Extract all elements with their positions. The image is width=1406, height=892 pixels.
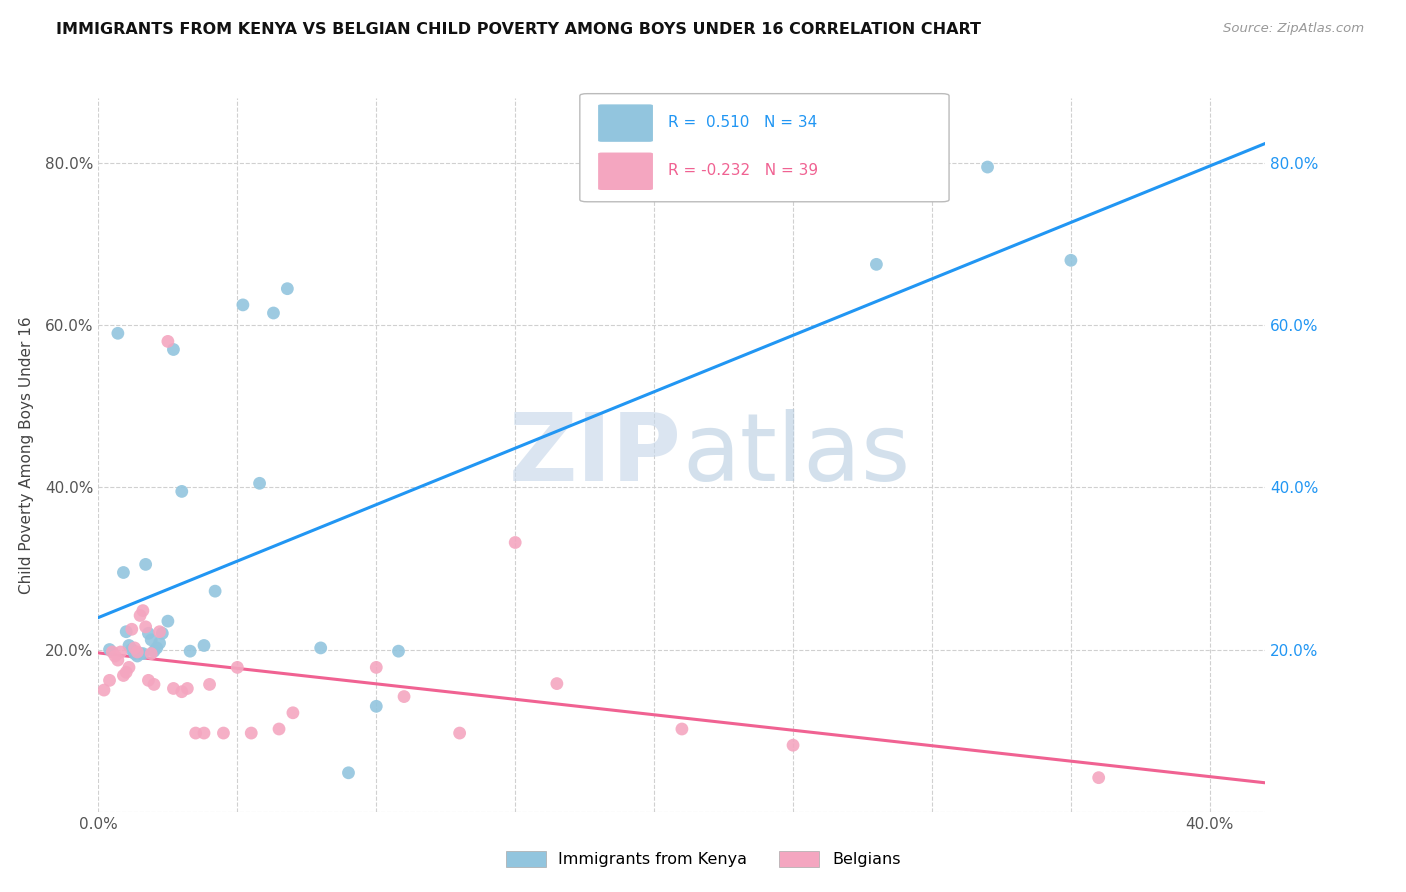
Point: [135, 620, 157, 634]
Point: [212, 726, 235, 740]
Point: [143, 644, 166, 658]
Point: [170, 484, 193, 499]
Point: [141, 647, 163, 661]
Point: [156, 334, 179, 349]
Point: [240, 726, 263, 740]
Point: [392, 690, 415, 704]
Point: [138, 626, 160, 640]
Point: [193, 639, 215, 653]
Point: [118, 660, 141, 674]
Point: [141, 632, 163, 647]
Legend: Immigrants from Kenya, Belgians: Immigrants from Kenya, Belgians: [498, 843, 908, 875]
FancyBboxPatch shape: [598, 153, 652, 190]
Point: [976, 160, 998, 174]
Point: [143, 677, 166, 691]
FancyBboxPatch shape: [579, 94, 949, 202]
Point: [179, 644, 201, 658]
Point: [170, 684, 193, 698]
Text: ZIP: ZIP: [509, 409, 682, 501]
Point: [115, 665, 138, 680]
Point: [121, 622, 143, 636]
Point: [262, 306, 284, 320]
Point: [112, 566, 135, 580]
Point: [115, 624, 138, 639]
Point: [276, 282, 298, 296]
Point: [198, 677, 221, 691]
Point: [112, 668, 135, 682]
Point: [148, 636, 170, 650]
Point: [162, 343, 184, 357]
Point: [176, 681, 198, 696]
Point: [366, 699, 388, 714]
Point: [118, 639, 141, 653]
Text: Source: ZipAtlas.com: Source: ZipAtlas.com: [1223, 22, 1364, 36]
Point: [366, 660, 388, 674]
Point: [127, 645, 149, 659]
Point: [546, 676, 568, 690]
Point: [129, 608, 152, 623]
Point: [671, 722, 693, 736]
Point: [107, 653, 129, 667]
Point: [124, 640, 146, 655]
Point: [226, 660, 249, 674]
Point: [146, 640, 169, 655]
Point: [162, 681, 184, 696]
Point: [156, 614, 179, 628]
Point: [249, 476, 271, 491]
Point: [281, 706, 304, 720]
Point: [184, 726, 207, 740]
Y-axis label: Child Poverty Among Boys Under 16: Child Poverty Among Boys Under 16: [18, 316, 34, 594]
Point: [204, 584, 226, 599]
Point: [135, 558, 157, 572]
Point: [449, 726, 471, 740]
FancyBboxPatch shape: [598, 104, 652, 142]
Point: [101, 645, 124, 659]
Point: [267, 722, 290, 736]
Point: [782, 738, 804, 752]
Point: [387, 644, 409, 658]
Point: [865, 257, 887, 271]
Text: IMMIGRANTS FROM KENYA VS BELGIAN CHILD POVERTY AMONG BOYS UNDER 16 CORRELATION C: IMMIGRANTS FROM KENYA VS BELGIAN CHILD P…: [56, 22, 981, 37]
Point: [121, 642, 143, 657]
Text: R =  0.510   N = 34: R = 0.510 N = 34: [668, 115, 817, 130]
Point: [148, 624, 170, 639]
Point: [232, 298, 254, 312]
Point: [107, 326, 129, 341]
Point: [193, 726, 215, 740]
Point: [98, 673, 121, 688]
Point: [132, 647, 155, 661]
Point: [150, 626, 173, 640]
Point: [337, 765, 360, 780]
Point: [138, 673, 160, 688]
Point: [1060, 253, 1083, 268]
Point: [104, 648, 127, 663]
Point: [309, 640, 332, 655]
Point: [124, 647, 146, 661]
Point: [93, 683, 115, 698]
Point: [1087, 771, 1109, 785]
Point: [132, 604, 155, 618]
Text: R = -0.232   N = 39: R = -0.232 N = 39: [668, 163, 818, 178]
Point: [129, 647, 152, 661]
Point: [503, 535, 526, 549]
Point: [110, 645, 132, 659]
Text: atlas: atlas: [682, 409, 910, 501]
Point: [98, 642, 121, 657]
Point: [127, 648, 149, 663]
